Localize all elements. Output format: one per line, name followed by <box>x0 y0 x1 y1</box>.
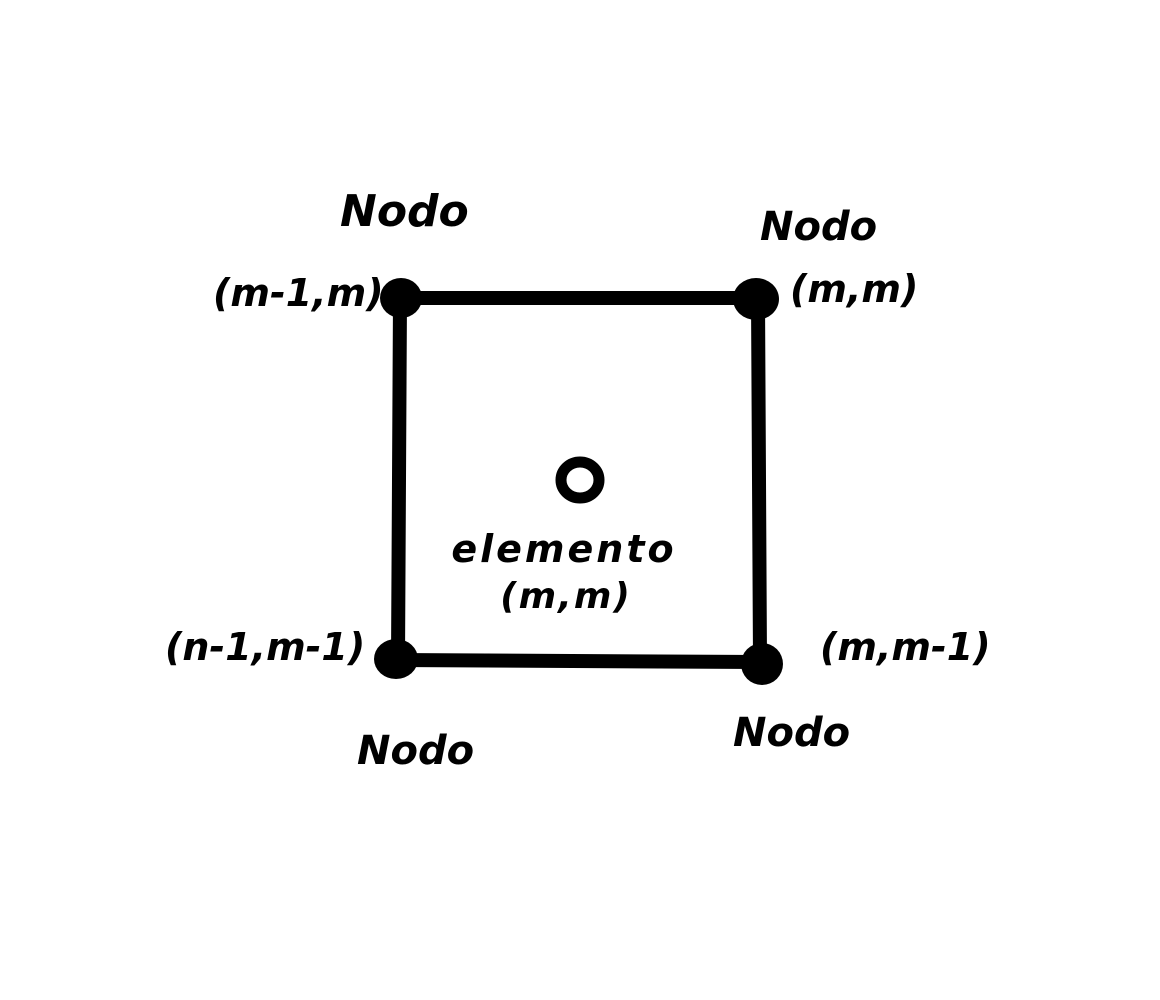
node-coords-top-left: (m-1,m) <box>213 271 384 315</box>
element-square <box>389 291 767 669</box>
node-dots <box>374 278 783 685</box>
node-coords-bottom-left: (n-1,m-1) <box>165 625 365 669</box>
element-coords: (m,m) <box>500 576 632 617</box>
node-dot-bottom-right <box>741 643 783 685</box>
node-label-top-right: Nodo <box>760 204 877 250</box>
node-label-top-left: Nodo <box>340 186 469 237</box>
edge-right <box>751 291 767 669</box>
element-label: elemento <box>451 527 676 571</box>
node-dot-top-left <box>380 278 422 318</box>
node-label-bottom-left: Nodo <box>357 728 474 774</box>
node-label-bottom-right: Nodo <box>733 710 850 756</box>
edge-bottom <box>389 653 767 669</box>
node-dot-top-right <box>733 278 779 320</box>
node-dot-bottom-left <box>374 639 418 679</box>
element-center-circle <box>555 456 605 504</box>
node-coords-top-right: (m,m) <box>790 267 918 311</box>
node-coords-bottom-right: (m,m-1) <box>820 625 991 669</box>
edge-left <box>391 291 407 667</box>
